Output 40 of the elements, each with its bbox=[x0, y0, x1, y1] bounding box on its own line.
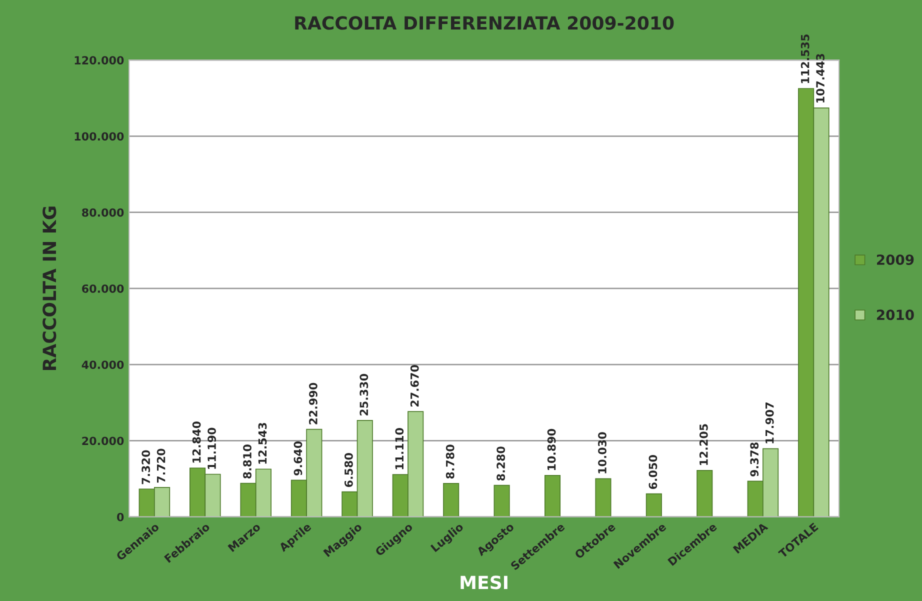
data-label: 12.543 bbox=[258, 422, 267, 464]
bar bbox=[494, 484, 510, 517]
data-label: 107.443 bbox=[816, 54, 824, 102]
y-tick-label: 80.000 bbox=[82, 208, 124, 217]
y-tick-label: 40.000 bbox=[82, 360, 124, 369]
data-label: 17.907 bbox=[765, 402, 774, 444]
data-label: 9.378 bbox=[750, 442, 759, 476]
y-axis-title: RACCOLTA IN KG bbox=[42, 206, 56, 370]
y-tick-label: 0 bbox=[117, 512, 124, 522]
y-tick-label: 120.000 bbox=[74, 56, 124, 64]
data-label: 12.840 bbox=[192, 421, 201, 463]
data-label: 12.205 bbox=[699, 424, 708, 465]
data-label: 112.535 bbox=[800, 34, 810, 84]
data-label: 25.330 bbox=[360, 374, 368, 416]
y-tick-label: 100.000 bbox=[74, 132, 124, 141]
bar bbox=[595, 478, 612, 517]
x-axis-title: MESI bbox=[460, 576, 508, 590]
bar bbox=[646, 493, 662, 517]
data-label: 11.190 bbox=[208, 428, 216, 469]
data-label: 10.890 bbox=[547, 428, 556, 470]
data-label: 22.990 bbox=[308, 382, 318, 424]
bar bbox=[696, 470, 713, 517]
data-label: 7.720 bbox=[156, 448, 166, 483]
data-label: 8.280 bbox=[496, 446, 506, 480]
data-label: 8.780 bbox=[446, 444, 454, 479]
data-label: 27.670 bbox=[410, 365, 419, 406]
data-label: 7.320 bbox=[142, 450, 150, 484]
data-label: 8.810 bbox=[243, 444, 252, 478]
data-label: 6.580 bbox=[344, 453, 353, 487]
data-label: 6.050 bbox=[648, 455, 658, 489]
y-tick-label: 20.000 bbox=[82, 436, 124, 446]
data-label: 11.110 bbox=[395, 428, 404, 470]
bar bbox=[544, 474, 561, 517]
legend-label: 2010 bbox=[877, 310, 914, 320]
data-label: 10.030 bbox=[598, 432, 606, 474]
legend-label: 2009 bbox=[877, 254, 914, 265]
y-tick-label: 60.000 bbox=[82, 284, 124, 293]
bar bbox=[443, 483, 460, 517]
data-label: 9.640 bbox=[294, 441, 302, 476]
chart-title: RACCOLTA DIFFERENZIATA 2009-2010 bbox=[295, 16, 674, 30]
